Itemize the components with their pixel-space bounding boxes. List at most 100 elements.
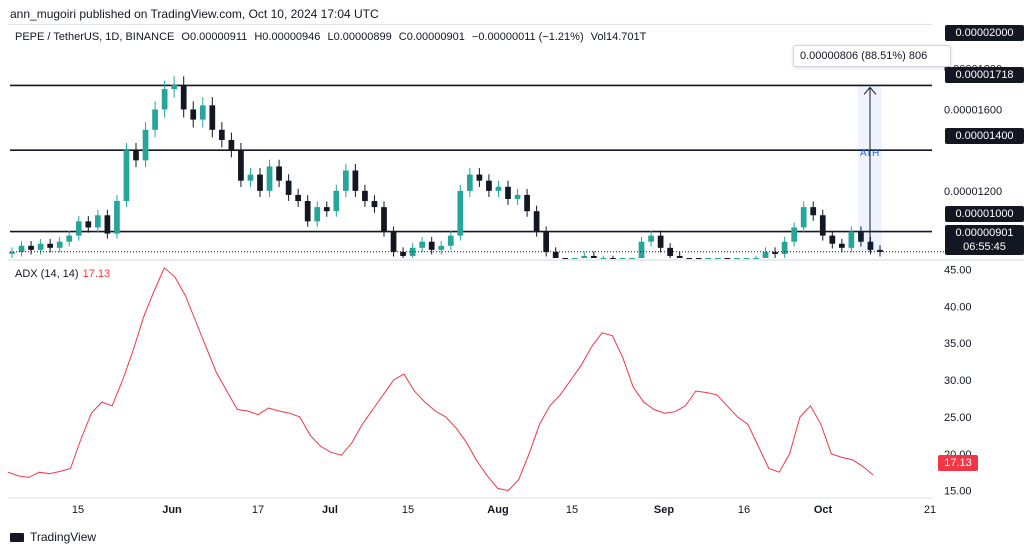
adx-legend[interactable]: ADX (14, 14) 17.13 xyxy=(15,268,110,280)
candle-body xyxy=(762,251,769,258)
candle-body xyxy=(28,245,34,250)
candle-body xyxy=(304,201,311,222)
legend-high: H0.00000946 xyxy=(254,31,321,43)
candle-body xyxy=(486,180,492,191)
candle-body xyxy=(238,150,244,181)
candle-body xyxy=(695,258,702,259)
candle-body xyxy=(657,235,664,248)
candle-body xyxy=(686,258,693,259)
last-price-tag: 0.00000901 xyxy=(945,225,1024,241)
level-tag-1400: 0.00001400 xyxy=(945,128,1024,144)
candle-body xyxy=(180,85,187,110)
time-axis-tick: Sep xyxy=(654,504,674,516)
brand-label: TradingView xyxy=(30,530,97,544)
legend-symbol[interactable]: PEPE / TetherUS, 1D, BINANCE xyxy=(15,31,175,43)
adx-axis-tick: 25.00 xyxy=(944,412,972,424)
ath-annotation[interactable]: ATH xyxy=(860,148,880,159)
candle-body xyxy=(514,194,521,199)
candle-body xyxy=(228,139,235,151)
adx-axis-tick: 40.00 xyxy=(944,301,972,313)
price-axis-tick: 0.00001200 xyxy=(944,186,1002,198)
candle-body xyxy=(75,221,82,236)
candle-body xyxy=(724,258,731,259)
candle-body xyxy=(848,231,855,248)
candle-body xyxy=(590,255,597,258)
candle-body xyxy=(676,255,683,258)
legend-close: C0.00000901 xyxy=(398,31,465,43)
candle-body xyxy=(276,166,282,181)
measure-tooltip: 0.00000806 (88.51%) 806 xyxy=(793,45,951,67)
tradingview-brand[interactable]: TradingView xyxy=(10,530,96,544)
time-axis-tick: 15 xyxy=(566,504,578,516)
candle-body xyxy=(419,241,426,248)
candle-body xyxy=(342,170,349,191)
candle-body xyxy=(819,215,826,236)
adx-axis-tick: 35.00 xyxy=(944,338,972,350)
candle-body xyxy=(466,174,473,191)
candle-body xyxy=(838,243,845,248)
candle-body xyxy=(581,255,588,258)
time-axis-tick: 17 xyxy=(252,504,264,516)
candle-body xyxy=(495,186,502,191)
candle-body xyxy=(438,245,445,250)
candle-body xyxy=(171,85,178,90)
adx-axis-tick: 45.00 xyxy=(944,264,972,276)
candle-body xyxy=(152,109,158,130)
candle-body xyxy=(37,243,44,250)
candle-body xyxy=(800,207,807,228)
candle-body xyxy=(247,174,254,181)
candle-body xyxy=(447,235,454,246)
candle-body xyxy=(314,207,321,222)
candle-body xyxy=(648,235,654,242)
candle-body xyxy=(638,241,645,258)
candle-body xyxy=(400,251,406,256)
ohlc-legend: PEPE / TetherUS, 1D, BINANCE O0.00000911… xyxy=(15,31,650,43)
candle-body xyxy=(133,150,139,161)
publisher-text: ann_mugoiri published on TradingView.com… xyxy=(10,7,379,21)
adx-line xyxy=(7,267,874,492)
countdown-tag: 06:55:45 xyxy=(945,239,1024,255)
candle-body xyxy=(524,194,530,212)
candle-body xyxy=(428,241,435,250)
candle-body xyxy=(791,227,798,242)
price-axis-tick: 0.00001600 xyxy=(944,104,1002,116)
candle-body xyxy=(209,105,216,130)
legend-change: −0.00000011 (−1.21%) xyxy=(471,31,584,43)
candle-body xyxy=(190,109,197,120)
candle-body xyxy=(94,215,101,228)
top-price-tag: 0.00002000 xyxy=(945,25,1024,41)
tradingview-logo-icon xyxy=(10,532,24,542)
legend-volume: Vol14.701T xyxy=(590,31,647,43)
candle-body xyxy=(810,207,817,216)
candle-body xyxy=(371,201,378,208)
measure-arrow-head xyxy=(863,86,877,95)
candle-body xyxy=(858,231,864,242)
candle-body xyxy=(734,258,740,259)
time-axis-tick: Jun xyxy=(162,504,182,516)
candle-body xyxy=(600,258,607,259)
level-tag-1718: 0.00001718 xyxy=(945,67,1024,83)
candle-body xyxy=(619,258,626,259)
candle-body xyxy=(285,180,292,195)
candle-body xyxy=(18,245,25,252)
candle-body xyxy=(295,194,302,202)
time-axis-tick: 21 xyxy=(924,504,936,516)
candle-body xyxy=(85,221,92,228)
candle-body xyxy=(104,215,111,234)
candle-body xyxy=(390,231,397,252)
candle-body xyxy=(705,258,712,259)
candle-body xyxy=(533,211,540,232)
candle-body xyxy=(552,251,559,258)
candle-body xyxy=(142,129,149,161)
candle-body xyxy=(257,174,263,191)
time-axis-tick: 15 xyxy=(402,504,414,516)
candle-body xyxy=(772,251,778,254)
candle-body xyxy=(743,258,750,259)
candle-body xyxy=(66,235,73,242)
candle-body xyxy=(47,243,54,248)
candle-body xyxy=(362,190,368,202)
candle-body xyxy=(877,249,883,252)
candle-body xyxy=(505,186,511,199)
candle-body xyxy=(114,201,120,234)
